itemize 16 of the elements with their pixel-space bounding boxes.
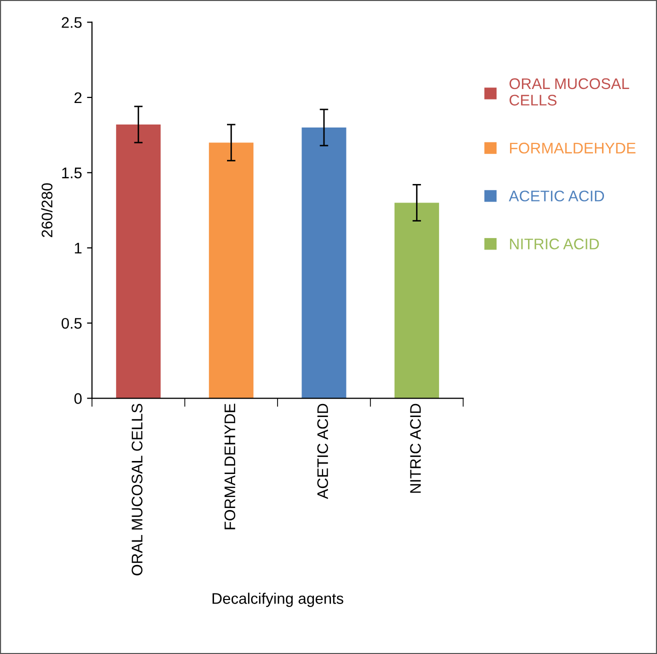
x-axis-title: Decalcifying agents [212,592,344,607]
legend-label: FORMALDEHYDE [510,142,636,154]
y-tick-label: 0.5 [62,318,82,329]
legend-label: NITRIC ACID [510,238,599,250]
legend-label: ACETIC ACID [508,190,604,202]
legend-label: ORAL MUCOSAL CELLS [510,78,630,106]
x-tick-label: NITRIC ACID [410,404,421,493]
y-axis-title: 260/280 [41,183,52,238]
x-tick-label: ORAL MUCOSAL CELLS [132,404,142,576]
y-tick-label: 1.5 [62,168,82,178]
x-tick-label: FORMALDEHYDE [224,404,236,530]
y-tick-label: 0 [74,393,82,404]
y-tick-label: 2.5 [62,17,82,28]
y-tick-label: 2 [74,92,82,103]
y-tick-label: 1 [74,242,82,254]
x-tick-label: ACETIC ACID [317,404,328,500]
